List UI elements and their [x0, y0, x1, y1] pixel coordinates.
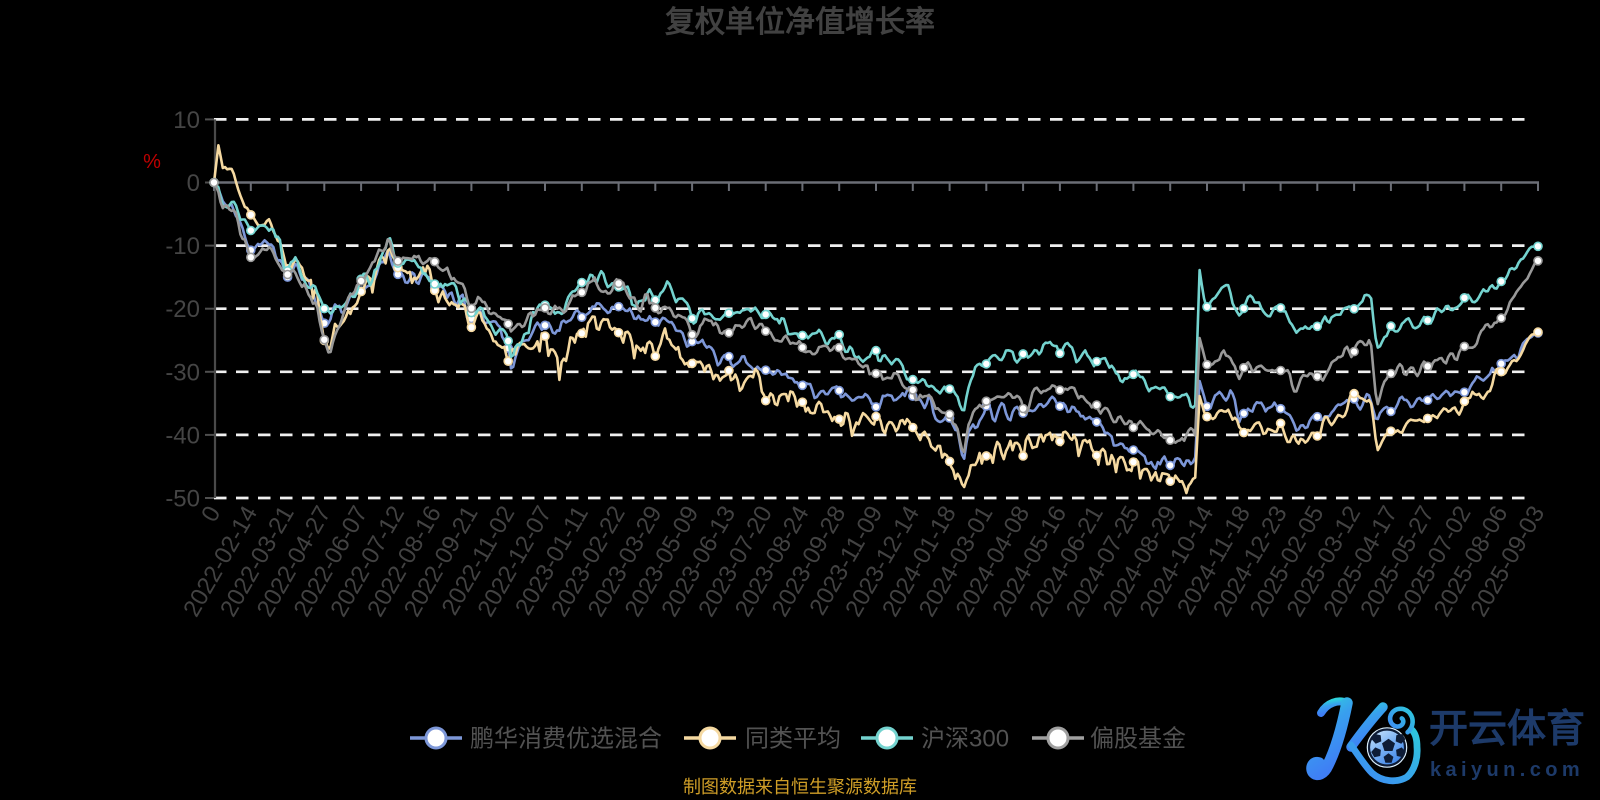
svg-text:复权单位净值增长率: 复权单位净值增长率 [665, 5, 935, 39]
svg-text:-30: -30 [165, 359, 200, 386]
svg-text:kaiyun.com: kaiyun.com [1430, 759, 1584, 781]
svg-text:-50: -50 [165, 486, 200, 513]
svg-text:-40: -40 [165, 422, 200, 449]
svg-text:制图数据来自恒生聚源数据库: 制图数据来自恒生聚源数据库 [683, 777, 917, 797]
svg-text:%: % [143, 151, 161, 173]
svg-text:开云体育: 开云体育 [1429, 708, 1585, 751]
svg-text:0: 0 [187, 170, 200, 197]
svg-text:鹏华消费优选混合: 鹏华消费优选混合 [470, 726, 662, 753]
svg-text:0: 0 [196, 502, 226, 527]
svg-text:偏股基金: 偏股基金 [1090, 726, 1186, 753]
svg-text:-10: -10 [165, 233, 200, 260]
svg-text:-20: -20 [165, 296, 200, 323]
svg-text:10: 10 [173, 107, 200, 134]
svg-text:沪深300: 沪深300 [921, 726, 1009, 753]
svg-text:同类平均: 同类平均 [745, 726, 841, 753]
